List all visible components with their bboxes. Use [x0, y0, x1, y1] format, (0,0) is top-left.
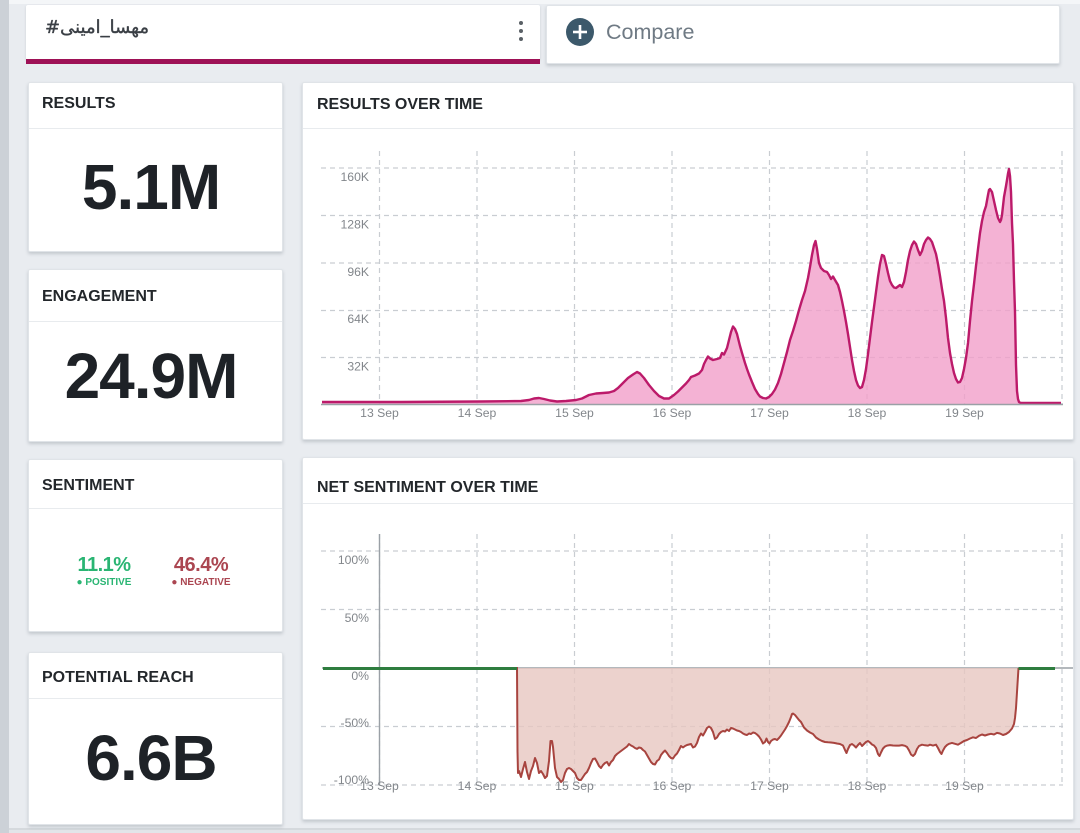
svg-text:14 Sep: 14 Sep [458, 406, 497, 420]
svg-text:-100%: -100% [334, 773, 369, 787]
svg-text:32K: 32K [347, 360, 369, 374]
svg-text:16 Sep: 16 Sep [653, 406, 692, 420]
svg-text:160K: 160K [341, 170, 369, 184]
svg-text:13 Sep: 13 Sep [360, 779, 399, 793]
svg-text:13 Sep: 13 Sep [360, 406, 399, 420]
svg-text:50%: 50% [345, 611, 370, 625]
svg-text:18 Sep: 18 Sep [848, 779, 887, 793]
svg-text:17 Sep: 17 Sep [750, 406, 789, 420]
svg-text:15 Sep: 15 Sep [555, 779, 594, 793]
svg-text:0%: 0% [351, 669, 369, 683]
svg-text:19 Sep: 19 Sep [945, 406, 984, 420]
svg-text:15 Sep: 15 Sep [555, 406, 594, 420]
svg-text:100%: 100% [338, 553, 369, 567]
svg-text:17 Sep: 17 Sep [750, 779, 789, 793]
svg-text:14 Sep: 14 Sep [458, 779, 497, 793]
svg-text:-50%: -50% [341, 716, 370, 730]
svg-text:16 Sep: 16 Sep [653, 779, 692, 793]
svg-text:96K: 96K [347, 265, 369, 279]
svg-text:64K: 64K [347, 312, 369, 326]
svg-text:128K: 128K [341, 218, 369, 232]
svg-text:19 Sep: 19 Sep [945, 779, 984, 793]
svg-text:18 Sep: 18 Sep [848, 406, 887, 420]
